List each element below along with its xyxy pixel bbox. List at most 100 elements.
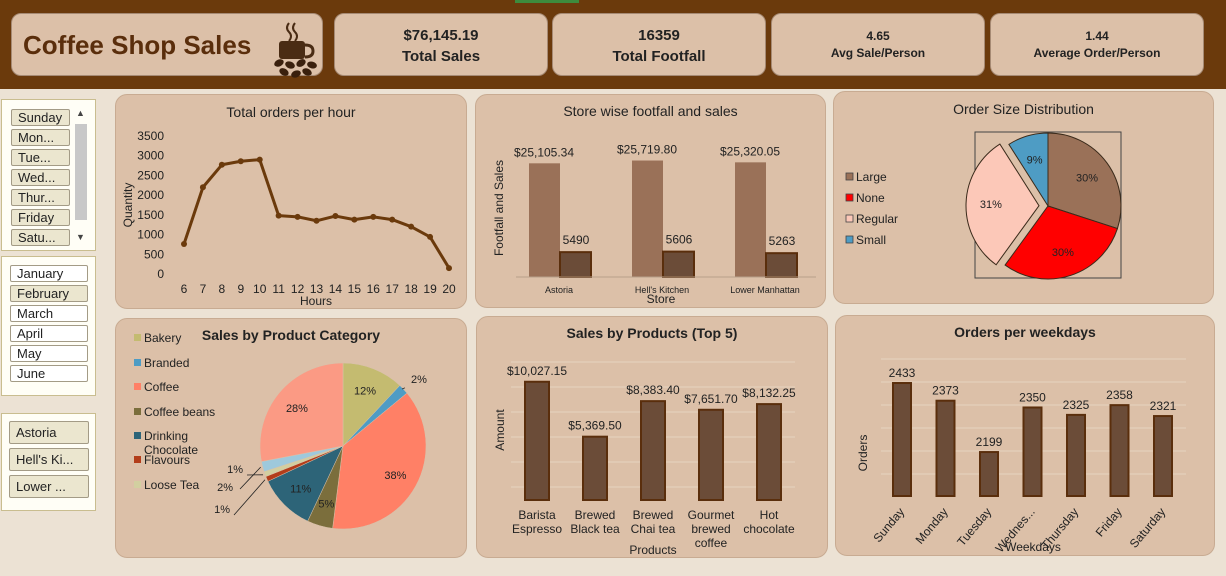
slicer-weekday-thursday[interactable]: Thur... <box>11 189 70 206</box>
series-line <box>182 158 451 269</box>
data-label: 2433 <box>889 366 916 380</box>
bar-sales <box>735 162 766 277</box>
store-footfall-title: Store wise footfall and sales <box>563 103 738 119</box>
y-axis-title: Amount <box>493 409 507 451</box>
kpi-footfall-value: 16359 <box>638 27 680 44</box>
kpi-avg-order: 1.44 Average Order/Person <box>990 13 1204 76</box>
legend-swatch <box>845 193 854 202</box>
slicer-month-may[interactable]: May <box>10 345 88 362</box>
x-tick-label: Tuesday <box>954 505 994 549</box>
y-axis-title: Quantity <box>121 183 135 228</box>
y-tick-label: 2500 <box>137 168 164 182</box>
data-label: $25,719.80 <box>617 143 677 157</box>
data-point <box>370 213 377 220</box>
pie-slice <box>965 143 1040 266</box>
x-tick-label: 13 <box>310 282 324 296</box>
data-label: 31% <box>980 199 1002 211</box>
data-point <box>446 265 452 272</box>
kpi-total-sales: $76,145.19 Total Sales <box>334 13 548 76</box>
slicer-month-february[interactable]: February <box>10 285 88 302</box>
data-label: 2325 <box>1063 398 1090 412</box>
data-label: $5,369.50 <box>568 419 622 433</box>
legend-label: Coffee beans <box>144 405 215 419</box>
slicer-month-june[interactable]: June <box>10 365 88 382</box>
slicer-store-hells-kitchen[interactable]: Hell's Ki... <box>9 448 89 471</box>
kpi-total-sales-value: $76,145.19 <box>403 27 479 44</box>
slicer-month-january[interactable]: January <box>10 265 88 282</box>
data-label: 2358 <box>1106 388 1133 402</box>
y-tick-label: 2000 <box>137 188 164 202</box>
scroll-up-icon[interactable]: ▲ <box>76 108 85 118</box>
legend-label: Drinking <box>144 429 188 443</box>
x-tick-label: Brewed <box>633 508 674 522</box>
scroll-thumb[interactable] <box>75 124 87 220</box>
legend-swatch <box>134 432 141 439</box>
x-tick-label: Chai tea <box>631 522 676 536</box>
data-label: $8,383.40 <box>626 383 680 397</box>
x-tick-label: 18 <box>404 282 418 296</box>
slicer-store-lower-manhattan[interactable]: Lower ... <box>9 475 89 498</box>
bar <box>935 399 956 497</box>
x-axis-title: Products <box>629 543 676 557</box>
data-point <box>294 213 301 220</box>
legend-swatch <box>845 235 854 244</box>
order-size-panel: Order Size Distribution 30% 30% 31% 9% Large… <box>833 91 1214 304</box>
product-category-panel: Sales by Product Category 12% 2% 38% 5% 11% 1… <box>115 318 467 558</box>
y-tick-label: 1500 <box>137 208 164 222</box>
slicer-weekday-monday[interactable]: Mon... <box>11 129 70 146</box>
y-tick-label: 3500 <box>137 129 164 143</box>
y-tick-label: 1000 <box>137 228 164 242</box>
slicer-weekday-tuesday[interactable]: Tue... <box>11 149 70 166</box>
legend-label: Loose Tea <box>144 478 199 492</box>
scroll-down-icon[interactable]: ▼ <box>76 232 85 242</box>
x-axis-title: Store <box>647 292 676 306</box>
weekday-slicer-scrollbar[interactable]: ▲ ▼ <box>73 108 89 246</box>
weekday-orders-chart: 2433Sunday2373Monday2199Tuesday2350Wedne… <box>856 358 1186 555</box>
x-tick-label: 19 <box>423 282 437 296</box>
y-tick-label: 500 <box>144 247 164 261</box>
slicer-weekday-sunday[interactable]: Sunday <box>11 109 70 126</box>
data-label: $25,105.34 <box>514 145 574 159</box>
y-tick-label: 0 <box>157 267 164 281</box>
pie-slice <box>332 392 427 530</box>
bar-footfall <box>765 252 798 278</box>
bar <box>1109 404 1130 497</box>
x-tick-label: Barista <box>518 508 556 522</box>
legend-label: Branded <box>144 356 189 370</box>
y-axis-title: Footfall and Sales <box>492 160 506 256</box>
pie-slice <box>1004 205 1119 280</box>
slicer-month-april[interactable]: April <box>10 325 88 342</box>
legend-label: Chocolate <box>144 443 198 457</box>
data-label: 2% <box>411 374 427 386</box>
leader-line <box>401 387 406 390</box>
data-label: 5606 <box>666 233 693 247</box>
data-point <box>408 223 415 230</box>
legend-swatch <box>134 383 141 390</box>
legend-label: Large <box>856 170 887 184</box>
kpi-total-sales-label: Total Sales <box>401 48 481 65</box>
x-axis-title: Weekdays <box>1005 540 1061 554</box>
legend-label: Coffee <box>144 380 179 394</box>
bar <box>524 380 550 501</box>
legend-label: Regular <box>856 212 898 226</box>
data-label: 2321 <box>1150 399 1177 413</box>
pie-slice <box>342 362 401 447</box>
order-size-chart: 30% 30% 31% 9% Large None Regular Small <box>845 131 1122 280</box>
slicer-weekday-friday[interactable]: Friday <box>11 209 70 226</box>
slicer-month-march[interactable]: March <box>10 305 88 322</box>
slicer-weekday-wednesday[interactable]: Wed... <box>11 169 70 186</box>
x-tick-label: 9 <box>237 282 244 296</box>
orders-per-hour-panel: Total orders per hour 0 500 1000 1500 2000 25… <box>115 94 467 309</box>
legend-swatch <box>134 408 141 415</box>
x-tick-label: Espresso <box>512 522 562 536</box>
x-tick-label: brewed <box>691 522 730 536</box>
slicer-weekday-saturday[interactable]: Satu... <box>11 229 70 246</box>
x-tick-label: chocolate <box>743 522 795 536</box>
kpi-total-footfall: 16359 Total Footfall <box>552 13 766 76</box>
legend-swatch <box>845 214 854 223</box>
data-point <box>332 213 339 220</box>
legend-label: Bakery <box>144 331 181 345</box>
data-label: 9% <box>1027 155 1043 167</box>
kpi-avg-sale: 4.65 Avg Sale/Person <box>771 13 985 76</box>
slicer-store-astoria[interactable]: Astoria <box>9 421 89 444</box>
